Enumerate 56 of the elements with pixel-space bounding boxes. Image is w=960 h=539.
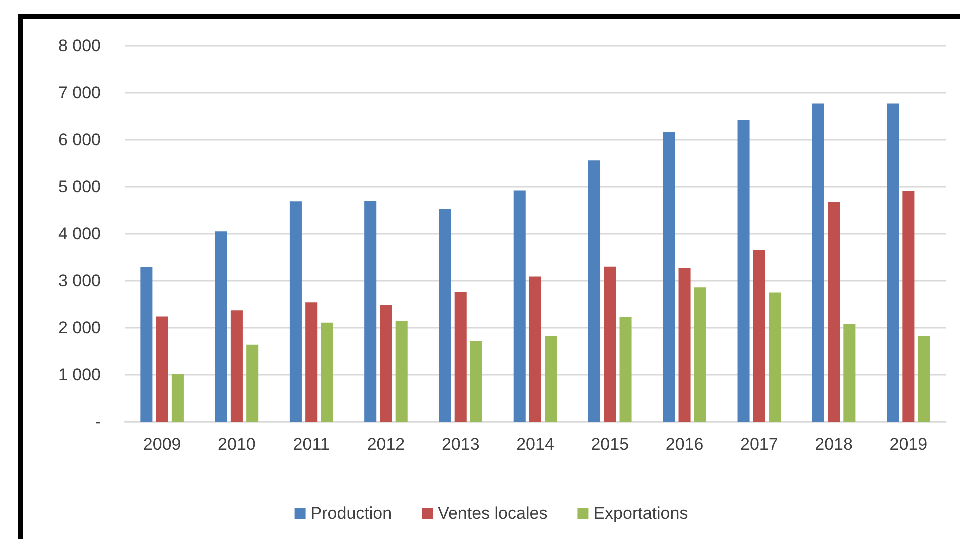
y-tick-label: 7 000 [58,84,101,102]
x-tick-label: 2009 [143,435,182,454]
bar [620,317,632,422]
bar [215,232,228,422]
bar [663,132,676,422]
bar [887,104,900,422]
bar [290,202,302,422]
bar [694,288,706,422]
legend-label: Ventes locales [438,504,548,523]
x-tick-label: 2017 [740,435,778,454]
legend-label: Exportations [594,504,688,523]
bar [396,321,408,422]
bar [172,374,184,422]
bar [380,304,392,422]
y-tick-label: 6 000 [58,130,101,150]
bar [514,190,526,422]
bar [439,210,452,422]
x-tick-label: 2013 [442,435,480,454]
bar [769,292,782,422]
x-tick-label: 2010 [218,435,256,454]
legend-label: Production [310,504,392,523]
y-tick-label: 3 000 [58,272,101,290]
y-tick-label: 2 000 [58,318,101,338]
x-tick-label: 2015 [591,435,630,454]
x-tick-label: 2014 [516,435,554,454]
bar [844,324,856,422]
bar [321,322,334,422]
bar [753,250,766,422]
bar [588,160,601,422]
bar [246,344,259,422]
bar [678,268,691,422]
bar [545,336,558,422]
bar [738,120,750,422]
bar [918,336,930,422]
bar [140,267,153,422]
bar [364,201,377,422]
bar [454,292,467,422]
x-tick-label: 2012 [367,435,406,454]
y-tick-label: 1 000 [58,366,101,384]
y-tick-label: 4 000 [58,224,101,244]
bar [812,104,824,422]
x-tick-label: 2016 [666,435,704,454]
y-tick-label: - [95,412,101,432]
y-tick-label: 5 000 [58,178,101,196]
x-tick-label: 2011 [293,435,330,454]
bar [604,266,616,422]
bar [156,316,168,422]
y-tick-label: 8 000 [58,36,101,56]
bar [828,202,840,422]
bar [230,310,243,422]
bar [902,191,915,422]
x-tick-label: 2018 [815,435,853,454]
bar [470,341,483,422]
bar [529,276,542,422]
x-tick-label: 2019 [890,435,928,454]
bar [306,302,318,422]
